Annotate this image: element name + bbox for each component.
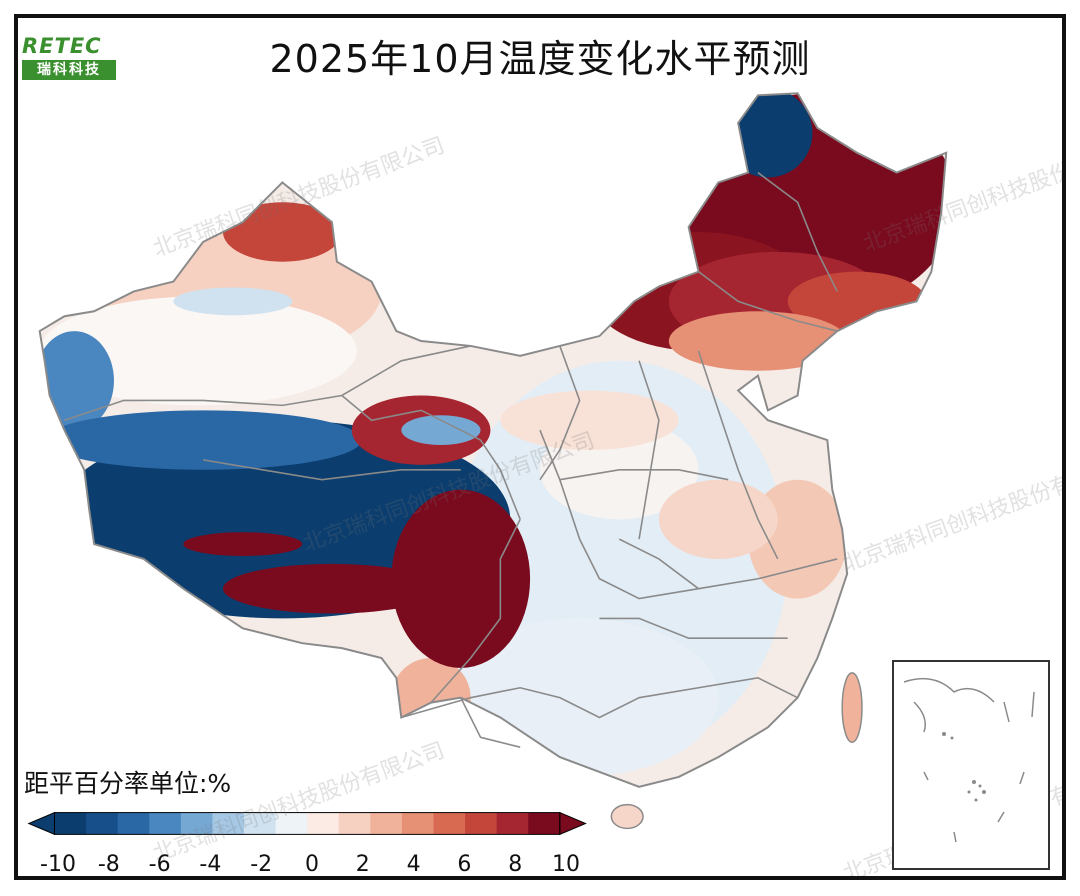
page-title: 2025年10月温度变化水平预测 [269, 37, 811, 81]
legend-tick-label: 10 [552, 852, 580, 877]
legend-title: 距平百分率单位:% [24, 769, 232, 798]
south-china-sea-inset [892, 660, 1050, 870]
colorbar-segment [401, 812, 434, 835]
logo-text-top: RETEC [22, 34, 102, 58]
legend-tick-label: 0 [305, 852, 319, 877]
legend-tick-label: -4 [199, 852, 222, 877]
colorbar-segment [244, 812, 277, 835]
colorbar-segment [117, 812, 150, 835]
legend-tick-label: -6 [148, 852, 171, 877]
legend-tick-label: -10 [40, 852, 76, 877]
legend-tick-label: 4 [406, 852, 421, 877]
legend-tick-label: -2 [250, 852, 273, 877]
logo-text-bottom: 瑞科科技 [22, 60, 116, 80]
colorbar-left-arrow [27, 811, 56, 836]
colorbar-segment [528, 812, 561, 835]
colorbar-segment [180, 812, 213, 835]
colorbar-segment [433, 812, 466, 835]
colorbar-outline [54, 812, 561, 835]
china-outline [38, 92, 948, 788]
anomaly-fill [39, 93, 947, 787]
colorbar-segment [149, 812, 182, 835]
temperature-map [27, 92, 948, 836]
colorbar-segment [307, 812, 340, 835]
legend-tick-label: -8 [97, 852, 120, 877]
taiwan-island [841, 672, 863, 743]
inset-map [903, 677, 1035, 843]
legend-tick-label: 6 [457, 852, 472, 877]
province-borders [64, 171, 838, 748]
colorbar-segment [370, 812, 403, 835]
map-frame: RETEC 瑞科科技 2025年10月温度变化水平预测 北京瑞科同创科技股份有限… [14, 14, 1066, 880]
colorbar-segment [275, 812, 308, 835]
colorbar-segment [465, 812, 498, 835]
colorbar-segment [338, 812, 371, 835]
colorbar-segment [496, 812, 529, 835]
company-logo: RETEC 瑞科科技 [22, 34, 116, 84]
colorbar [27, 811, 587, 836]
colorbar-segment [86, 812, 119, 835]
colorbar-right-arrow [559, 811, 587, 836]
legend-tick-label: 2 [355, 852, 370, 877]
colorbar-segment [212, 812, 245, 835]
hainan-island [610, 803, 644, 830]
legend-tick-label: 8 [508, 852, 523, 877]
colorbar-segment [54, 812, 87, 835]
